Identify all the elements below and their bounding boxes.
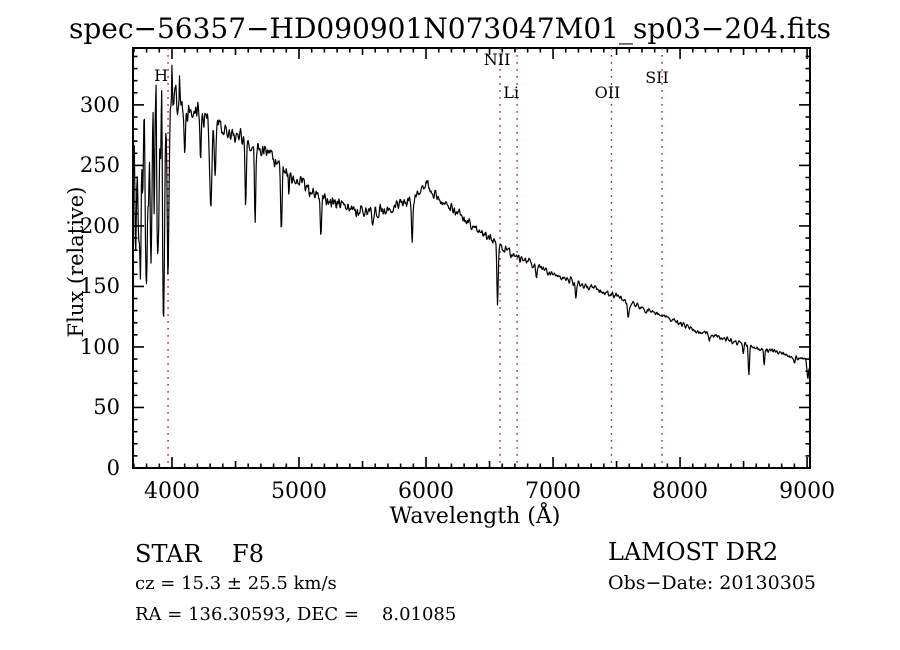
- line-marker-label: H: [154, 66, 169, 85]
- x-tick-label: 4000: [143, 479, 200, 504]
- spectrum-line: [132, 64, 810, 379]
- y-axis-title: Flux (relative): [64, 186, 88, 338]
- line-marker-label: SII: [645, 68, 669, 87]
- y-tick-label: 0: [106, 456, 120, 480]
- x-tick-label: 9000: [779, 479, 836, 504]
- x-axis-title: Wavelength (Å): [389, 504, 561, 529]
- y-tick-label: 150: [79, 274, 120, 299]
- x-tick-label: 8000: [652, 479, 709, 504]
- y-tick-label: 50: [93, 395, 120, 420]
- line-marker-label: NII: [483, 50, 511, 69]
- x-tick-label: 7000: [525, 479, 582, 504]
- y-tick-label: 100: [79, 334, 120, 359]
- cz-value: cz = 15.3 ± 25.5 km/s: [135, 573, 337, 594]
- y-tick-label: 250: [79, 153, 120, 178]
- plot-frame: [132, 47, 811, 469]
- line-marker-label: Li: [503, 83, 519, 102]
- x-tick-label: 6000: [398, 479, 455, 504]
- obs-date: Obs−Date: 20130305: [608, 572, 816, 594]
- object-class-label: STAR F8: [135, 540, 264, 568]
- figure-title: spec−56357−HD090901N073047M01_sp03−204.f…: [68, 12, 831, 45]
- line-marker-label: OII: [594, 83, 621, 102]
- y-tick-label: 200: [79, 213, 120, 238]
- ra-dec-value: RA = 136.30593, DEC = 8.01085: [135, 604, 457, 625]
- survey-label: LAMOST DR2: [608, 538, 779, 566]
- y-tick-label: 300: [79, 92, 120, 117]
- x-tick-label: 5000: [271, 479, 327, 504]
